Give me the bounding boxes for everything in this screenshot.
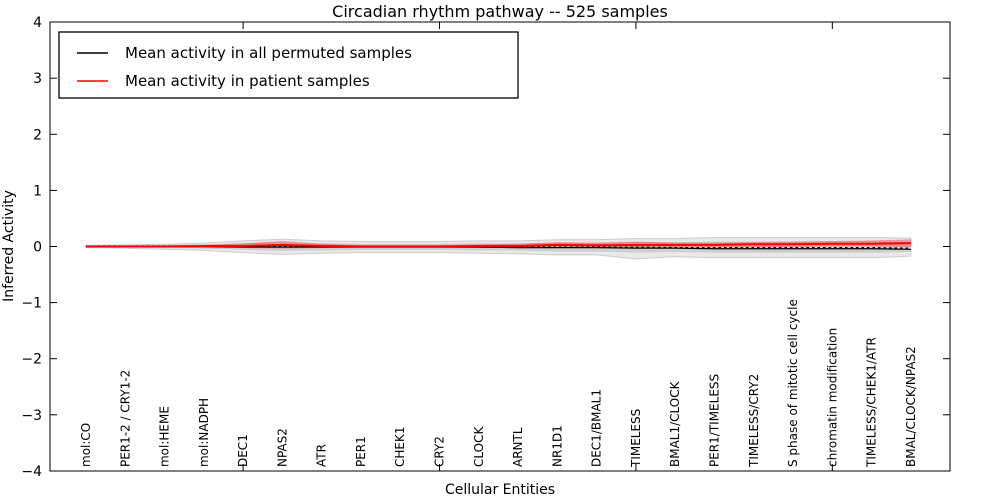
x-category-label: CRY2 [433,436,447,467]
x-category-label: DEC1/BMAL1 [590,389,604,467]
y-tick-label: −2 [21,352,42,368]
y-tick-label: 4 [33,15,42,31]
x-category-label: NR1D1 [550,425,564,467]
chart-title: Circadian rhythm pathway -- 525 samples [332,2,668,21]
axis-ticks [50,22,950,471]
series-lines [86,242,911,250]
x-category-label: S phase of mitotic cell cycle [786,299,800,467]
x-category-label: TIMELESS/CHEK1/ATR [865,337,879,468]
x-category-label: PER1/TIMELESS [707,374,721,467]
x-category-label: ARNTL [511,427,525,467]
x-category-label: BMAL/CLOCK/NPAS2 [904,346,918,467]
x-category-label: mol:NADPH [197,398,211,467]
x-category-label: CLOCK [472,426,486,467]
y-tick-label: 3 [33,71,42,87]
x-category-label: ATR [315,444,329,467]
x-category-label: CHEK1 [393,427,407,468]
x-category-label: mol:CO [79,423,93,467]
x-category-label: PER1 [354,436,368,467]
legend-label-patient: Mean activity in patient samples [125,72,370,90]
y-axis-label: Inferred Activity [1,190,17,302]
x-category-label: TIMELESS [629,409,643,468]
y-tick-label: −4 [21,464,42,480]
legend-box [58,31,519,99]
y-tick-label: −3 [21,408,42,424]
x-category-label: PER1-2 / CRY1-2 [118,370,132,467]
y-tick-label: 1 [33,183,42,199]
x-category-label: NPAS2 [275,428,289,467]
x-category-labels: mol:CO PER1-2 / CRY1-2 mol:HEME mol:NADPH DE… [79,299,918,468]
x-category-label: chromatin modification [825,328,839,467]
x-axis-label: Cellular Entities [445,482,555,498]
y-tick-labels: 4 3 2 1 0 −1 −2 −3 −4 [21,15,42,480]
x-category-label: mol:HEME [158,406,172,467]
y-tick-label: 2 [33,127,42,143]
y-tick-label: 0 [33,240,42,256]
x-category-label: BMAL1/CLOCK [668,380,682,467]
series-line [86,242,911,248]
x-category-label: DEC1 [236,434,250,467]
legend: Mean activity in all permuted samples Me… [58,31,519,99]
y-tick-label: −1 [21,296,42,312]
legend-label-permuted: Mean activity in all permuted samples [125,44,412,62]
x-category-label: TIMELESS/CRY2 [747,374,761,468]
